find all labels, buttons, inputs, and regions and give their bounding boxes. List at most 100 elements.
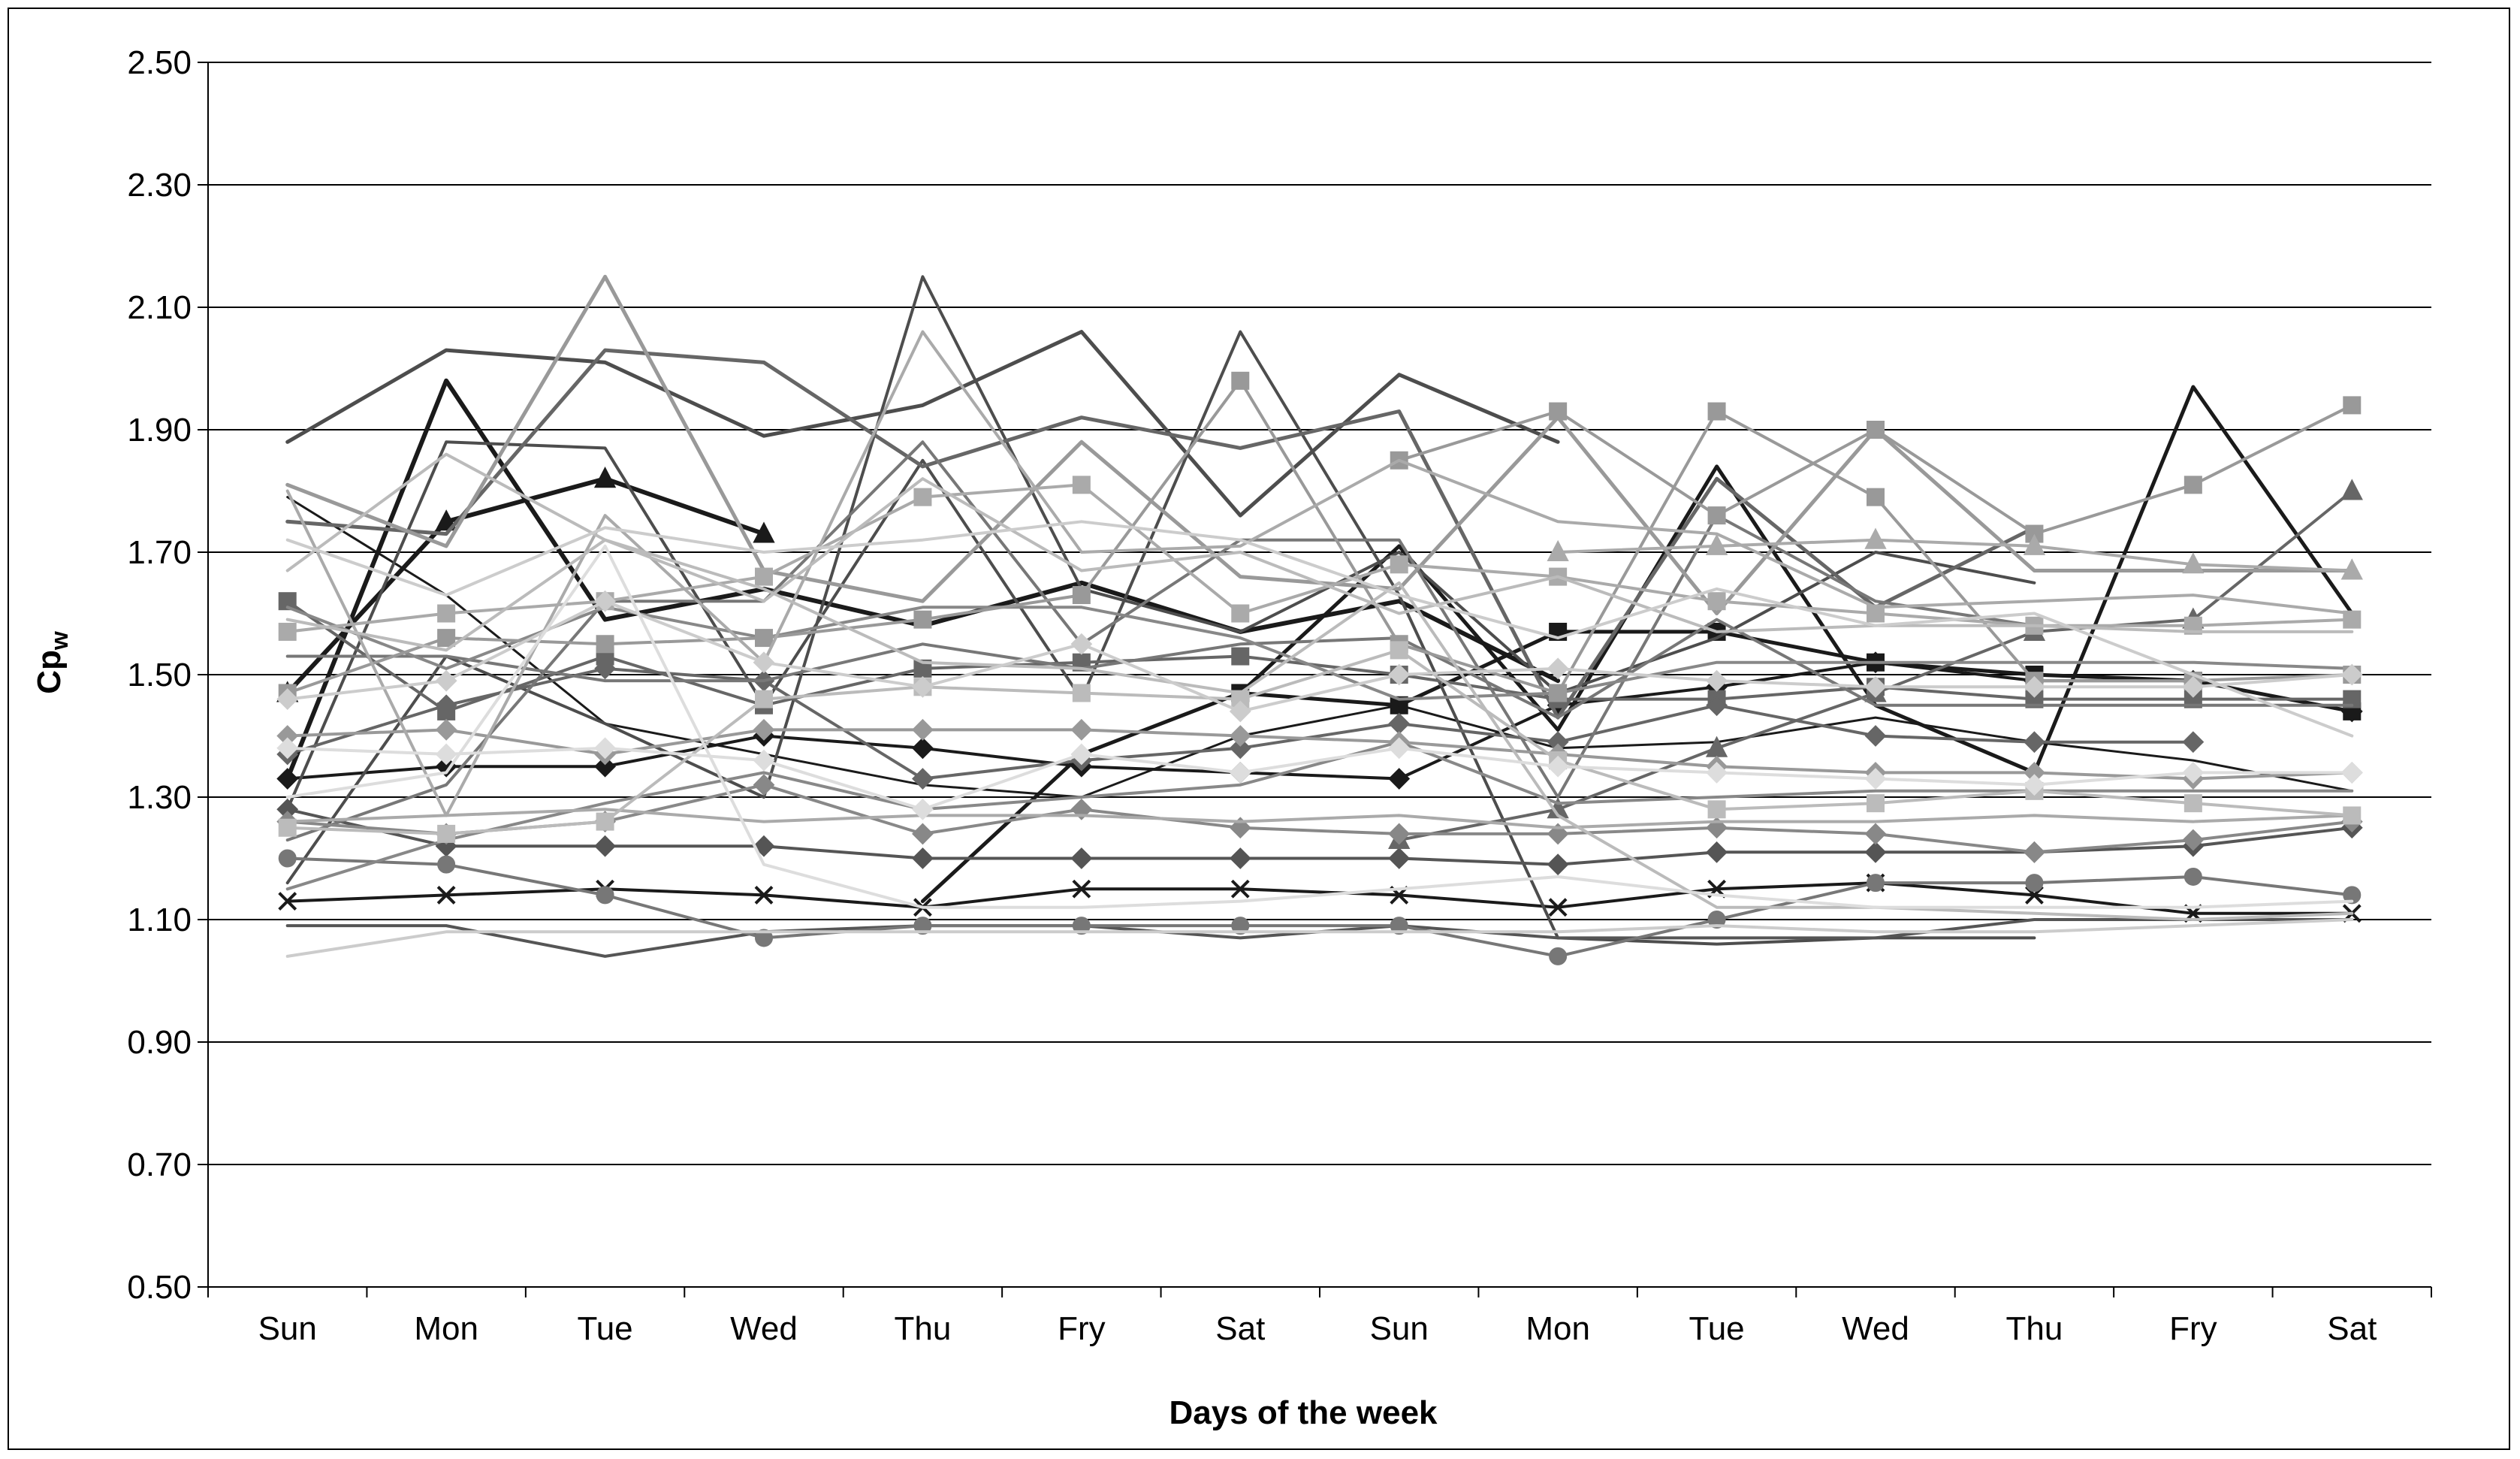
data-point: [435, 694, 457, 717]
data-point: [1070, 718, 1093, 741]
data-point: [276, 737, 299, 760]
series-line: [285, 618, 2354, 720]
series-line: [285, 330, 1560, 518]
data-point: [435, 509, 457, 531]
data-point: [2183, 867, 2202, 886]
series-line: [1556, 538, 2354, 572]
data-point: [755, 567, 773, 586]
data-point: [2024, 841, 2045, 863]
series-18: [285, 618, 2354, 720]
data-point: [2343, 886, 2362, 905]
data-point: [435, 669, 457, 692]
data-point: [2183, 476, 2202, 494]
data-point: [435, 718, 457, 741]
y-axis-title: Cpw: [31, 631, 73, 694]
data-point: [2340, 663, 2363, 686]
data-point: [753, 774, 775, 796]
x-tick-label: Sun: [1370, 1310, 1429, 1347]
y-tick-label: 1.70: [127, 534, 192, 571]
data-point: [1864, 768, 1887, 790]
data-point: [1864, 725, 1887, 747]
x-tick-label: Fry: [1058, 1310, 1106, 1347]
data-point: [437, 629, 456, 648]
series-line: [285, 520, 2354, 738]
data-point: [2343, 610, 2362, 629]
series-35: [285, 918, 2354, 958]
series-line: [285, 783, 2354, 854]
data-point: [594, 755, 616, 778]
data-point: [1548, 898, 1568, 917]
data-point: [1072, 476, 1091, 494]
data-point: [1231, 647, 1250, 666]
data-point: [1388, 712, 1411, 735]
data-point: [754, 885, 774, 905]
data-point: [912, 823, 934, 845]
series-line: [285, 808, 2354, 829]
data-point: [1229, 761, 1251, 784]
data-point: [753, 835, 775, 857]
y-axis-title-subscript: w: [46, 631, 73, 651]
x-tick-label: Mon: [1526, 1310, 1590, 1347]
series-9: [285, 275, 2036, 885]
data-point: [1547, 755, 1569, 778]
data-point: [594, 737, 616, 760]
data-point: [1547, 539, 1569, 561]
data-point: [912, 768, 934, 790]
data-point: [1229, 725, 1251, 747]
data-point: [596, 812, 614, 831]
axes: [198, 62, 2432, 1297]
series-line: [285, 379, 2354, 695]
series-line: [286, 496, 2353, 799]
y-tick-label: 0.50: [127, 1269, 192, 1306]
series-line: [285, 600, 2354, 713]
series-line: [285, 648, 2354, 835]
data-point: [1231, 604, 1250, 623]
series-26: [276, 718, 2363, 790]
data-point: [1707, 911, 1726, 929]
data-point: [2182, 675, 2205, 698]
data-point: [1390, 555, 1408, 574]
x-tick-label: Tue: [1689, 1310, 1744, 1347]
data-point: [278, 818, 297, 837]
series-line: [285, 330, 2354, 817]
data-point: [435, 743, 457, 766]
data-point: [2343, 806, 2362, 825]
data-point: [1229, 737, 1251, 760]
data-point: [278, 622, 297, 641]
series-layer: [276, 274, 2363, 965]
series-33: [285, 538, 2354, 921]
data-point: [594, 835, 616, 857]
series-11: [276, 798, 2363, 876]
data-point: [755, 690, 773, 708]
x-tick-label: Wed: [1842, 1310, 1909, 1347]
data-point: [1707, 800, 1726, 819]
series-25: [1390, 396, 2362, 543]
series-27: [285, 330, 2354, 817]
data-point: [437, 855, 456, 874]
data-point: [1547, 853, 1569, 876]
data-point: [2182, 731, 2205, 754]
y-tick-label: 1.50: [127, 657, 192, 693]
y-tick-label: 1.10: [127, 902, 192, 938]
x-tick-label: Sat: [1215, 1310, 1265, 1347]
data-point: [753, 749, 775, 772]
series-line: [285, 746, 2354, 811]
data-point: [1231, 917, 1250, 935]
data-point: [1229, 700, 1251, 723]
data-point: [1070, 847, 1093, 869]
data-point: [1072, 586, 1091, 605]
data-point: [596, 886, 614, 905]
data-point: [1864, 823, 1887, 845]
series-37: [285, 544, 2354, 909]
data-point: [913, 488, 932, 506]
data-point: [2343, 690, 2362, 708]
data-point: [2025, 874, 2044, 893]
series-15: [276, 657, 2205, 790]
series-36: [285, 520, 2354, 738]
data-point: [2340, 761, 2363, 784]
data-point: [1388, 663, 1411, 686]
series-line: [285, 330, 2036, 946]
data-point: [1707, 402, 1726, 421]
data-point: [2024, 731, 2045, 754]
